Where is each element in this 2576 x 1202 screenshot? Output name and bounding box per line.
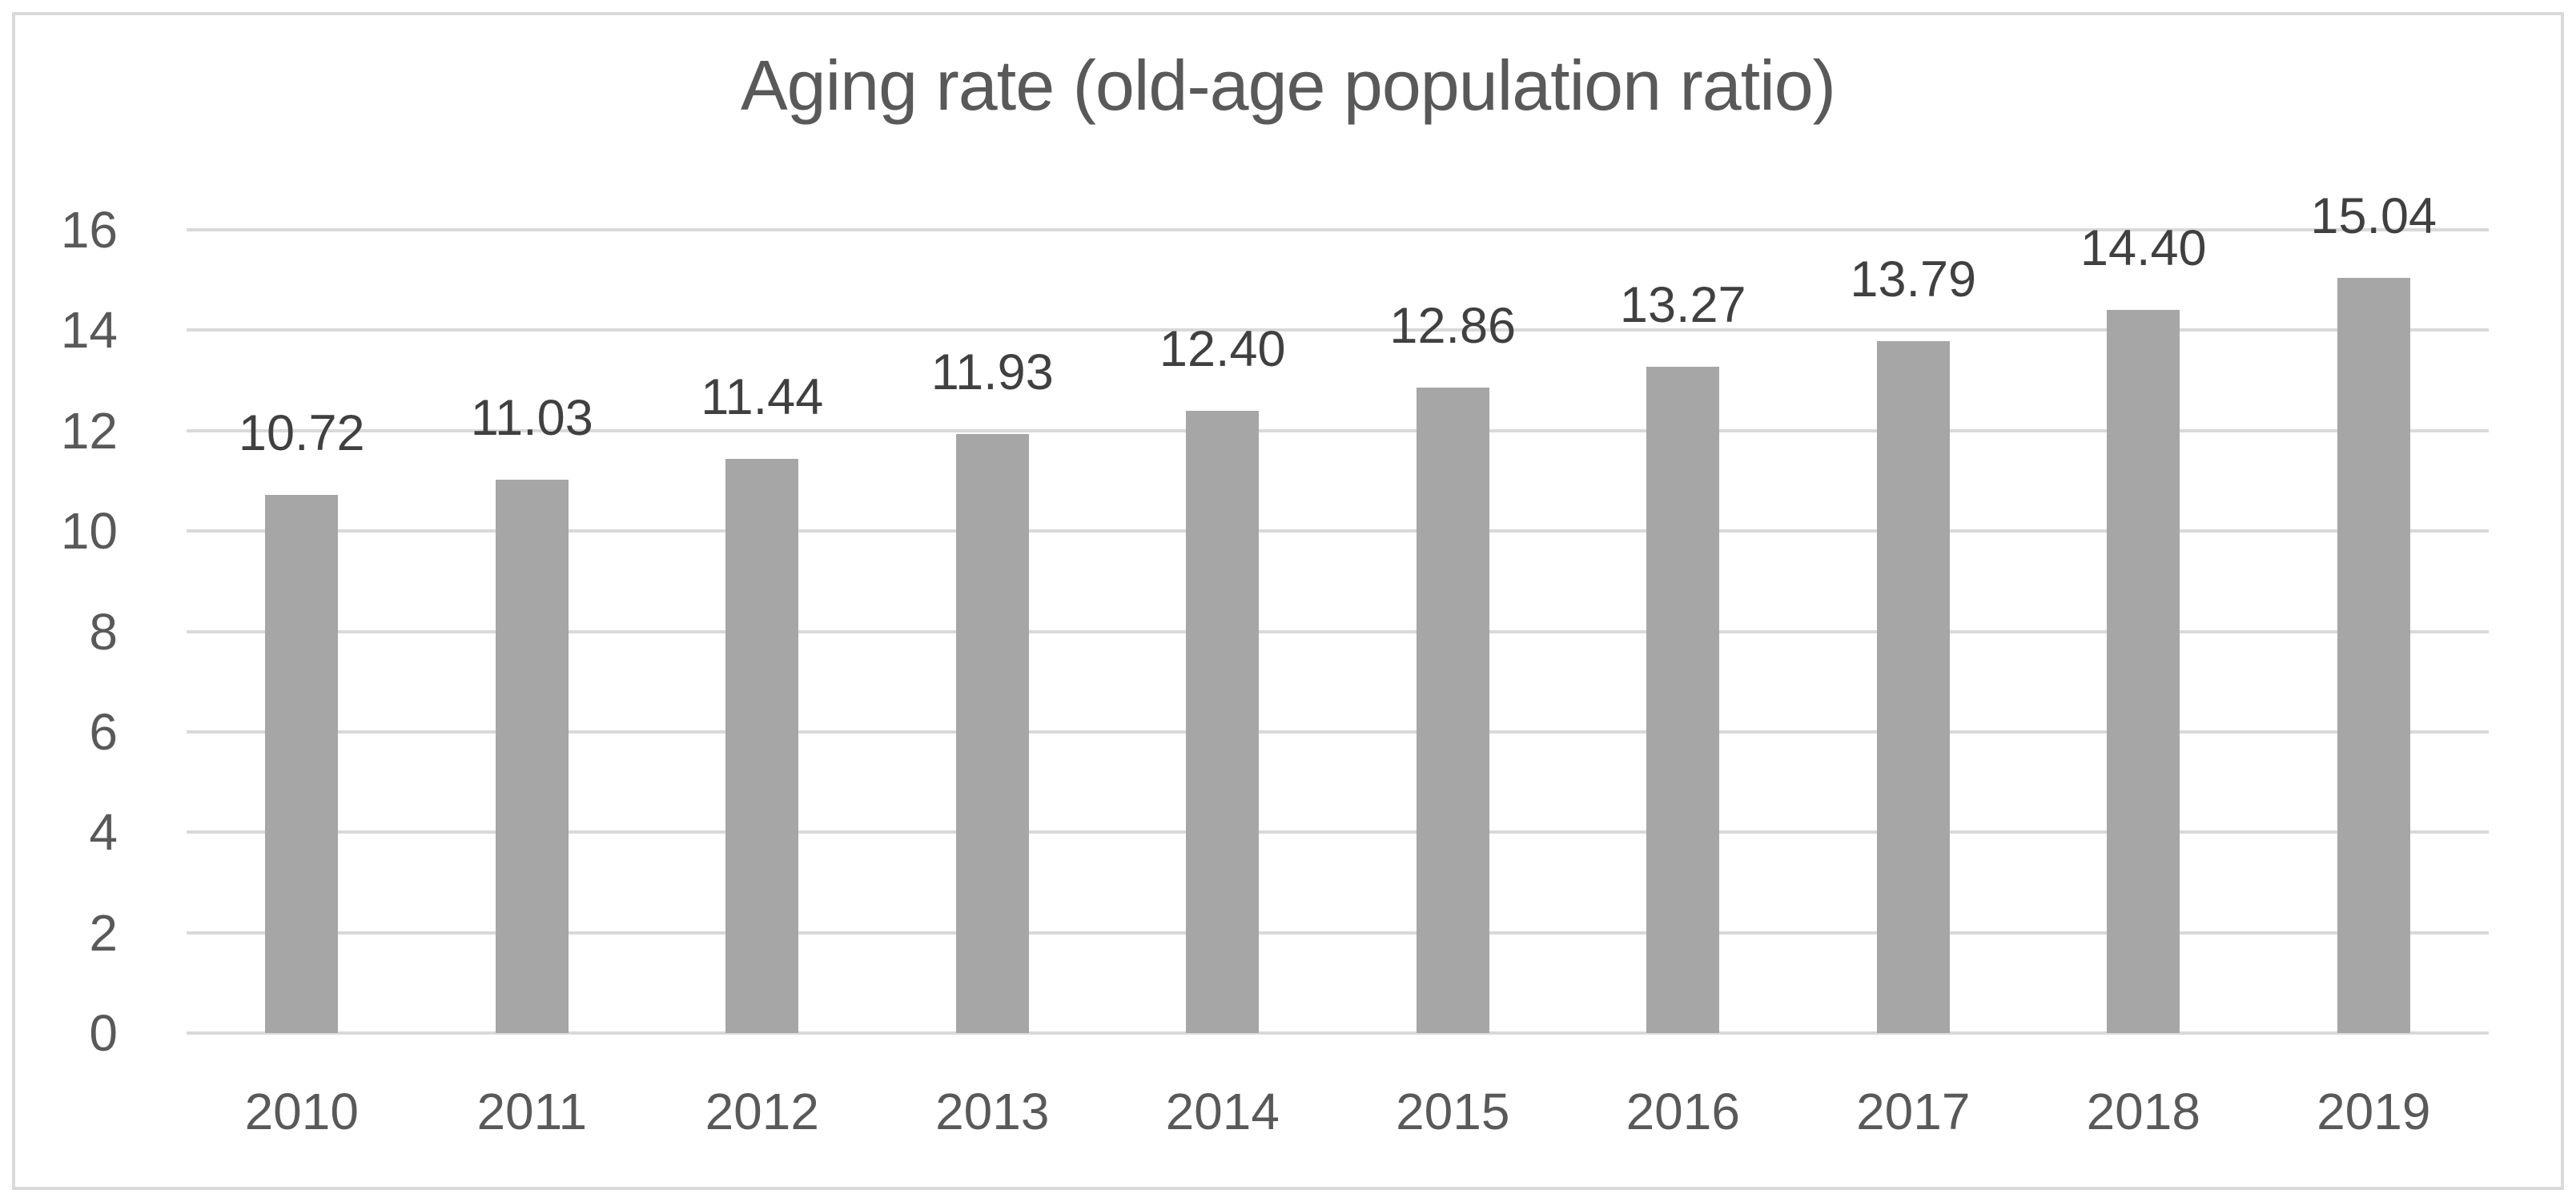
- bar-data-label: 13.27: [1619, 277, 1746, 334]
- y-tick-label: 16: [60, 201, 118, 259]
- y-tick-label: 4: [89, 803, 118, 862]
- x-tick-label: 2012: [705, 1083, 819, 1140]
- x-tick-label: 2013: [935, 1083, 1050, 1140]
- x-tick-label: 2015: [1396, 1083, 1510, 1140]
- y-tick-label: 0: [89, 1004, 118, 1062]
- x-tick-label: 2019: [2317, 1083, 2431, 1140]
- bar-2019: [2337, 278, 2410, 1033]
- bar-data-label: 11.03: [470, 389, 593, 446]
- bar-2012: [725, 458, 799, 1033]
- y-tick-label: 8: [89, 602, 118, 661]
- bar-data-label: 15.04: [2310, 188, 2437, 245]
- y-tick-label: 6: [89, 702, 118, 761]
- x-tick-label: 2016: [1626, 1083, 1740, 1140]
- y-tick-label: 14: [60, 301, 118, 360]
- bar-data-label: 14.40: [2080, 220, 2207, 277]
- bar-2010: [265, 495, 339, 1033]
- bar-2018: [2107, 310, 2180, 1033]
- y-tick-label: 10: [60, 502, 118, 561]
- bar-data-label: 10.72: [238, 404, 365, 461]
- bar-2013: [955, 434, 1029, 1033]
- bar-2015: [1416, 387, 1489, 1033]
- x-tick-label: 2017: [1856, 1083, 1971, 1140]
- x-tick-label: 2011: [476, 1083, 588, 1140]
- x-tick-label: 2014: [1165, 1083, 1280, 1140]
- y-tick-label: 2: [89, 903, 118, 962]
- bar-data-label: 12.86: [1389, 297, 1517, 354]
- bar-2014: [1186, 410, 1260, 1033]
- y-tick-label: 12: [60, 401, 118, 460]
- bar-2016: [1646, 367, 1720, 1033]
- bar-data-label: 11.44: [701, 368, 824, 425]
- x-tick-label: 2018: [2086, 1083, 2200, 1140]
- bar-2017: [1876, 340, 1950, 1033]
- bar-2011: [495, 479, 569, 1033]
- bar-data-label: 13.79: [1850, 251, 1977, 308]
- plot-area: 10.72 11.03 11.44 11.93 12.40 12.86 13.27 13.79…: [187, 188, 2489, 1035]
- bar-data-label: 11.93: [930, 344, 1054, 401]
- bar-data-label: 12.40: [1159, 320, 1286, 377]
- x-tick-label: 2010: [244, 1083, 359, 1140]
- chart-title: Aging rate (old-age population ratio): [740, 46, 1836, 125]
